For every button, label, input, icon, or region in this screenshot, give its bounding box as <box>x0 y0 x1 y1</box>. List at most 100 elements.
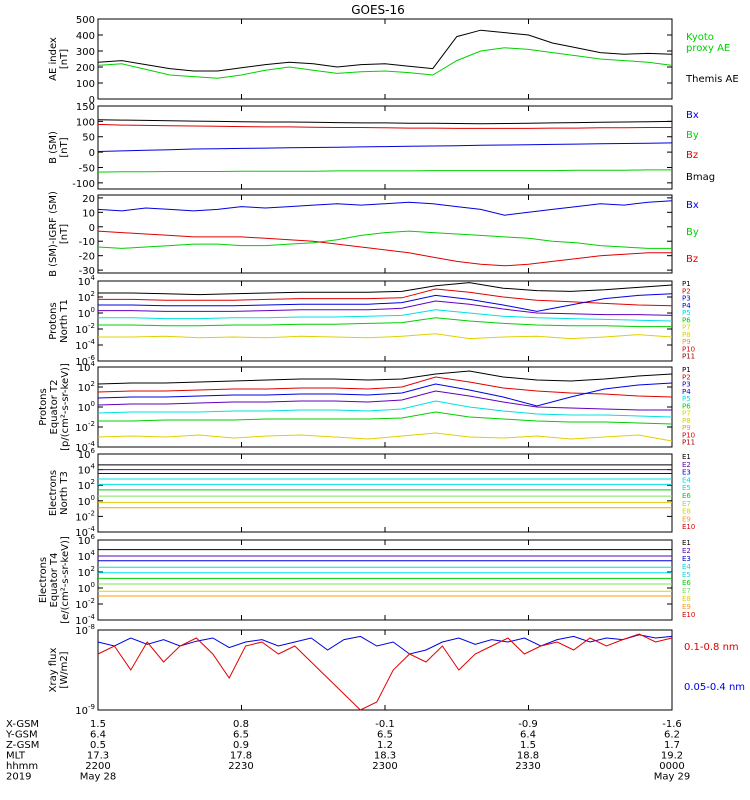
legend-entry: E1 <box>682 453 691 461</box>
x-axis-value: -1.6 <box>662 719 682 730</box>
panel-ee: 10-4 10-2 100 102 104 106 Electrons Equator T4[… <box>38 533 695 627</box>
y-tick-label: 100 <box>78 400 95 414</box>
series-by <box>97 230 672 249</box>
legend-entry: P11 <box>682 439 695 447</box>
x-axis-value: 17.8 <box>230 751 252 762</box>
series-p1 <box>98 282 673 296</box>
x-axis-row-label: MLT <box>6 751 26 762</box>
x-axis-value: 0.5 <box>90 740 106 751</box>
legend-entry: P11 <box>682 353 695 361</box>
series-p8 <box>97 432 673 442</box>
y-tick-label: 106 <box>78 533 96 547</box>
y-tick-label: 10-9 <box>75 703 95 717</box>
legend-entry: P3 <box>682 381 691 389</box>
y-tick-label: 100 <box>78 494 95 508</box>
series-bz <box>97 230 672 267</box>
x-axis-value: 2200 <box>85 761 110 772</box>
y-tick-label: 0 <box>89 95 95 106</box>
y-tick-label: -30 <box>79 266 95 277</box>
panel-pe: 10-4 10-2 100 102 104 Protons Equator T2 [p/(cm… <box>38 360 695 454</box>
x-axis-value: 18.8 <box>517 751 539 762</box>
x-axis-value: 1.5 <box>520 740 536 751</box>
y-axis-label-line: [e/(cm²-s-sr-keV)] <box>60 536 71 624</box>
x-axis-value: 0000 <box>659 761 684 772</box>
y-tick-label: 50 <box>82 133 95 144</box>
y-axis-label-line: Equator T2 <box>49 380 60 435</box>
series-p4 <box>97 390 672 411</box>
x-axis-row-label: 2019 <box>6 772 31 783</box>
legend-entry: E5 <box>682 571 691 579</box>
legend-entry: By <box>686 130 699 141</box>
series-p7 <box>98 333 673 340</box>
y-tick-label: 100 <box>78 581 95 595</box>
series-p1 <box>97 370 673 385</box>
plot-title: GOES-16 <box>351 3 405 17</box>
panel-frame <box>97 105 673 190</box>
legend-entry: P6 <box>682 316 691 324</box>
legend-entry: E7 <box>682 500 691 508</box>
y-tick-label: -10 <box>79 237 95 248</box>
series-p2 <box>98 288 673 307</box>
y-tick-label: -20 <box>79 252 95 263</box>
x-axis-value: -0.9 <box>518 719 538 730</box>
y-tick-label: 500 <box>76 15 95 26</box>
x-axis-value: 19.2 <box>661 751 683 762</box>
y-tick-label: 104 <box>78 549 96 563</box>
legend-entry: E6 <box>682 492 691 500</box>
legend-entry: E8 <box>682 595 691 603</box>
y-axis-label-line: [nT] <box>59 224 70 244</box>
y-axis-label: B (SM)-IGRF (SM) [nT] <box>48 191 70 277</box>
y-tick-label: 104 <box>78 463 96 477</box>
legend-entry: Bmag <box>686 172 715 183</box>
x-axis-value: May 29 <box>654 772 691 783</box>
series-bmag <box>97 119 673 125</box>
y-axis-label-line: Xray flux <box>48 648 59 693</box>
legend-entry: 0.05-0.4 nm <box>684 682 745 693</box>
legend-entry: Bx <box>686 200 699 211</box>
legend-entry: E3 <box>682 469 691 477</box>
series-bx <box>97 142 673 152</box>
x-axis-value: May 28 <box>80 772 117 783</box>
legend-entry: P9 <box>682 424 691 432</box>
y-axis-label-line: Protons <box>48 302 59 339</box>
y-axis-label: B (SM) [nT] <box>48 131 70 164</box>
panel-pn: 10-6 10-4 10-2 100 102 104 Protons North T1 P1P2… <box>48 274 695 368</box>
y-axis-label: Xray flux [W/m2] <box>48 648 70 693</box>
series-by <box>97 169 672 173</box>
y-axis-label: AE index [nT] <box>48 37 70 81</box>
y-axis-label-line: Protons <box>38 388 49 425</box>
legend-entry: P7 <box>682 324 691 332</box>
legend-entry: E4 <box>682 563 691 571</box>
y-tick-label: 10-2 <box>75 420 95 434</box>
panel-frame <box>97 453 673 533</box>
series-p5 <box>98 309 673 322</box>
x-axis-value: 18.3 <box>374 751 396 762</box>
y-tick-label: 100 <box>76 79 95 90</box>
y-axis-label-line: Equator T4 <box>49 553 60 608</box>
legend-entry: E9 <box>682 515 691 523</box>
y-tick-label: 10-8 <box>75 623 95 637</box>
series-themis-ae <box>97 29 673 72</box>
x-axis-value: 0.9 <box>233 740 249 751</box>
panel-frame <box>97 539 673 621</box>
y-axis-label-line: [p/(cm²-s-sr-keV)] <box>60 363 71 451</box>
legend-entry: Kyoto <box>686 32 714 43</box>
x-axis-value: 2330 <box>515 761 540 772</box>
series-p3 <box>97 382 673 407</box>
legend-entry: P1 <box>682 366 691 374</box>
legend-entry: E5 <box>682 484 691 492</box>
y-axis-label-line: [nT] <box>59 49 70 69</box>
y-tick-label: 10-2 <box>75 597 95 611</box>
panel-frame <box>97 280 673 362</box>
x-axis-row-label: hhmm <box>6 761 38 772</box>
y-tick-label: 400 <box>76 31 95 42</box>
panel-bsm: -100 -50 0 50 100 150 B (SM) [nT] Bx By Bz Bmag <box>48 102 715 190</box>
x-axis-value: 2300 <box>372 761 397 772</box>
legend-entry: E2 <box>682 461 691 469</box>
panel-bigrf: -30 -20 -10 0 10 20 B (SM)-IGRF (SM) [nT] Bx By Bz <box>48 191 699 277</box>
series-bx <box>97 200 673 216</box>
y-tick-label: 0 <box>89 148 95 159</box>
series-0-05-0-4-nm <box>97 634 673 655</box>
